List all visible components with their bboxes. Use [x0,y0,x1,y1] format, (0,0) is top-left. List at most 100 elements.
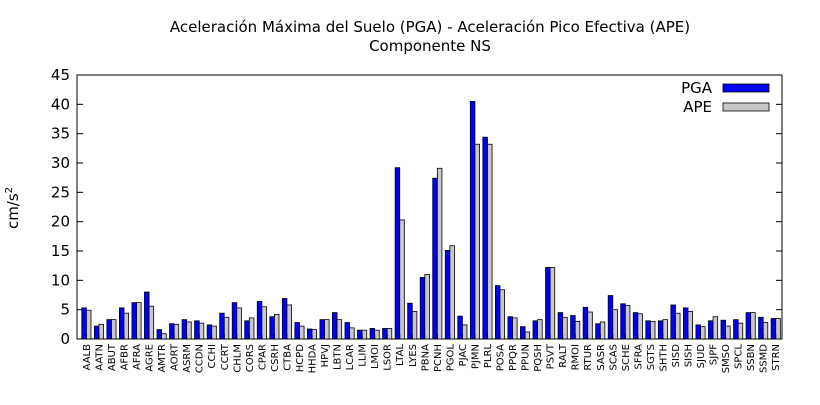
x-category-label: AFBR [120,344,131,370]
x-category-label: AMTR [157,344,168,373]
x-category-label: ASRM [182,344,193,373]
chart-subtitle: Componente NS [369,37,491,55]
bar-ape-hcpd [299,325,305,340]
bar-ape-cpar [261,306,267,340]
bar-pga-ssbn [745,312,752,340]
x-category-label: LCAR [345,344,356,370]
x-category-label: PGOL [445,344,456,372]
bar-ape-plrl [487,143,493,340]
x-category-label: PJMN [470,344,481,369]
x-category-label: CHLM [232,344,243,373]
x-category-label: CCDN [195,344,206,373]
x-category-label: CCRT [220,343,231,370]
bar-pga-sche [620,303,626,340]
x-category-label: PJAC [458,344,469,366]
bar-ape-rmoi [574,320,581,340]
bar-pga-aalb [81,307,87,340]
bar-pga-sisd [670,304,676,340]
bar-ape-pqsh [537,319,543,340]
legend-label-ape: APE [683,98,712,116]
bar-pga-afra [131,302,137,340]
bar-pga-ctba [281,298,288,340]
bars [81,101,781,340]
bar-pga-abut [106,319,112,340]
x-category-label: PCNH [433,344,444,372]
y-axis-label-exponent: 2 [4,187,15,193]
bar-ape-strn [775,318,781,340]
bar-ape-afra [136,302,142,340]
bar-pga-lcar [344,322,350,340]
x-category-label: RALT [558,343,569,368]
bar-pga-hpvj [319,319,325,340]
bar-ape-pcnh [436,167,443,340]
bar-ape-sche [624,305,631,340]
bar-ape-ppqr [512,317,518,340]
bar-pga-sjpf [708,320,714,340]
bar-pga-pjac [457,315,463,340]
bar-ape-rtur [587,311,593,340]
bar-pga-cpar [256,301,263,340]
bar-pga-ralt [557,312,564,340]
x-category-label: RTUR [583,344,594,371]
y-axis: 0 5 10 15 20 25 30 35 40 45 [51,66,782,348]
bar-ape-posa [499,289,505,340]
bar-pga-llim [357,329,363,340]
y-tick-label: 20 [51,213,70,231]
bar-ape-lbtn [336,319,343,340]
x-category-label: SMSO [721,344,732,373]
x-category-label: HCPD [295,344,306,373]
bar-pga-lyes [407,302,413,340]
bar-ape-lyes [411,311,418,340]
x-category-label: SHTH [658,344,669,372]
bar-pga-plrl [482,136,488,340]
bar-pga-rtur [582,306,589,340]
bar-ape-ccrt [223,316,230,340]
bar-pga-smso [720,319,726,340]
x-category-label: SISH [684,344,695,367]
bar-pga-ltal [394,167,401,340]
bar-pga-pgol [444,250,451,340]
bar-ape-abut [111,319,117,340]
bar-pga-pcnh [432,177,438,340]
bar-ape-llim [361,329,368,340]
bar-pga-ppun [520,326,526,340]
bar-ape-agre [148,305,155,340]
y-tick-label: 15 [51,242,70,260]
x-category-label: PBNA [420,344,431,371]
bar-ape-sjpf [712,316,719,340]
bar-ape-asrm [186,321,192,340]
bar-ape-cors [248,317,255,340]
x-category-label: RMOI [571,344,582,370]
x-category-label: PSVT [546,343,557,369]
legend-swatch-ape [722,102,770,112]
x-category-label: LYES [408,344,419,367]
x-category-label: SISD [671,344,682,368]
bar-ape-ltal [399,219,405,340]
x-category-label: LMOI [370,344,381,369]
bar-ape-pjac [461,324,468,340]
bar-pga-pjmn [469,101,476,340]
x-category-label: AGRE [145,344,156,372]
legend-label-pga: PGA [681,79,713,97]
x-category-label: STRN [771,344,782,371]
bar-ape-aatn [98,323,104,340]
bar-pga-pqsh [532,320,538,340]
x-category-label: AORT [170,343,181,371]
bar-pga-spcl [733,319,739,340]
bar-pga-pbna [419,276,426,340]
bar-ape-sisd [675,312,681,340]
bar-ape-ssbn [750,312,756,340]
bar-ape-lmoi [374,329,380,340]
bar-ape-csrh [273,313,280,340]
bar-ape-pbna [424,274,430,340]
x-category-label: AALB [82,344,93,371]
y-tick-label: 5 [60,301,70,319]
bar-ape-spcl [737,322,744,340]
bar-ape-ralt [562,316,568,340]
bar-pga-ccdn [194,320,200,340]
bar-ape-ctba [286,304,292,340]
bar-pga-afbr [119,307,125,340]
bar-pga-agre [144,291,150,340]
svg-text:cm/s2: cm/s2 [4,187,22,229]
